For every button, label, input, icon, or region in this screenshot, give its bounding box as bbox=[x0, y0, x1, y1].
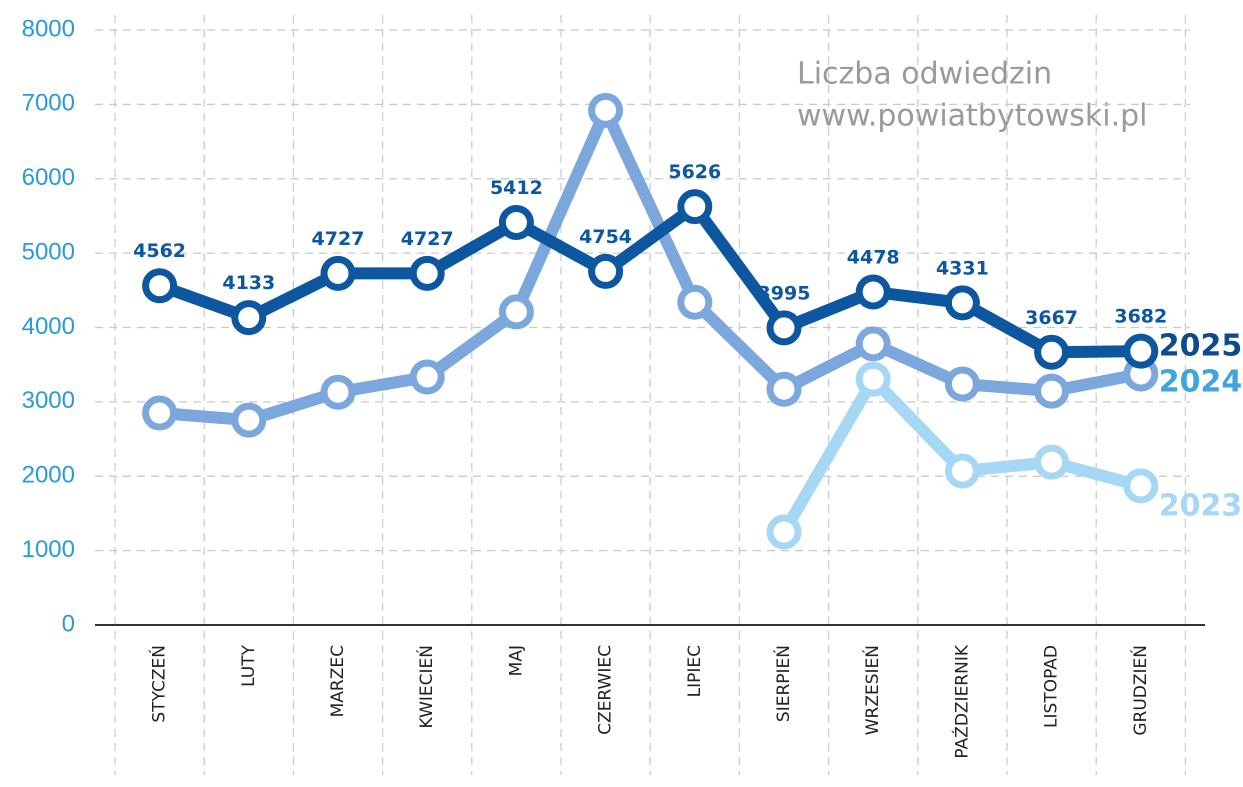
point bbox=[588, 253, 624, 289]
point bbox=[1034, 334, 1070, 370]
data-label: 5626 bbox=[668, 161, 721, 183]
x-tick-label: LUTY bbox=[239, 644, 259, 686]
x-tick-label: MAJ bbox=[506, 645, 526, 676]
point bbox=[498, 204, 534, 240]
point bbox=[944, 366, 980, 402]
point bbox=[320, 255, 356, 291]
data-label: 4331 bbox=[936, 257, 989, 279]
point bbox=[409, 255, 445, 291]
point bbox=[1123, 468, 1159, 504]
point bbox=[588, 92, 624, 128]
series-label: 2025 bbox=[1159, 329, 1243, 364]
point bbox=[142, 395, 178, 431]
point bbox=[855, 326, 891, 362]
point bbox=[855, 361, 891, 397]
y-tick-label: 1000 bbox=[22, 536, 75, 563]
x-tick-label: SIERPIEŃ bbox=[772, 645, 794, 722]
y-tick-label: 0 bbox=[62, 610, 75, 637]
data-label: 3682 bbox=[1114, 306, 1167, 328]
x-tick-label: LIPIEC bbox=[685, 645, 705, 697]
data-label: 4727 bbox=[312, 228, 365, 250]
y-tick-label: 3000 bbox=[22, 387, 75, 414]
y-tick-label: 4000 bbox=[22, 313, 75, 340]
annotation: www.powiatbytowski.pl bbox=[797, 99, 1148, 134]
y-tick-label: 5000 bbox=[22, 238, 75, 265]
x-tick-label: LISTOPAD bbox=[1042, 645, 1062, 728]
point bbox=[142, 268, 178, 304]
point bbox=[1123, 333, 1159, 369]
point bbox=[766, 371, 802, 407]
y-tick-label: 8000 bbox=[22, 15, 75, 42]
point bbox=[498, 294, 534, 330]
point bbox=[231, 402, 267, 438]
series-label: 2024 bbox=[1159, 364, 1243, 399]
annotation: Liczba odwiedzin bbox=[797, 57, 1052, 92]
y-tick-label: 7000 bbox=[22, 90, 75, 117]
series-label: 2023 bbox=[1159, 488, 1243, 523]
point bbox=[677, 189, 713, 225]
point bbox=[944, 285, 980, 321]
x-tick-label: STYCZEŃ bbox=[148, 645, 170, 723]
point bbox=[766, 514, 802, 550]
data-label: 5412 bbox=[490, 177, 543, 199]
point bbox=[766, 310, 802, 346]
data-label: 4133 bbox=[222, 272, 275, 294]
data-label: 4562 bbox=[133, 240, 186, 262]
point bbox=[1034, 444, 1070, 480]
x-tick-label: CZERWIEC bbox=[596, 645, 616, 735]
data-label: 4727 bbox=[401, 228, 454, 250]
point bbox=[677, 284, 713, 320]
x-tick-label: WRZESIEŃ bbox=[861, 645, 883, 735]
data-label: 3995 bbox=[758, 282, 811, 304]
point bbox=[855, 274, 891, 310]
data-label: 4754 bbox=[579, 226, 632, 248]
point bbox=[944, 453, 980, 489]
y-tick-label: 6000 bbox=[22, 164, 75, 191]
x-tick-label: KWIECIEŃ bbox=[415, 645, 437, 728]
point bbox=[1034, 373, 1070, 409]
point bbox=[231, 300, 267, 336]
point bbox=[409, 359, 445, 395]
data-label: 3667 bbox=[1025, 307, 1078, 329]
x-tick-label: PAŹDZIERNIK bbox=[950, 644, 972, 758]
y-tick-label: 2000 bbox=[22, 462, 75, 489]
point bbox=[320, 374, 356, 410]
x-tick-label: GRUDZIEŃ bbox=[1129, 645, 1151, 736]
x-tick-label: MARZEC bbox=[328, 645, 348, 717]
data-label: 4478 bbox=[847, 246, 900, 268]
